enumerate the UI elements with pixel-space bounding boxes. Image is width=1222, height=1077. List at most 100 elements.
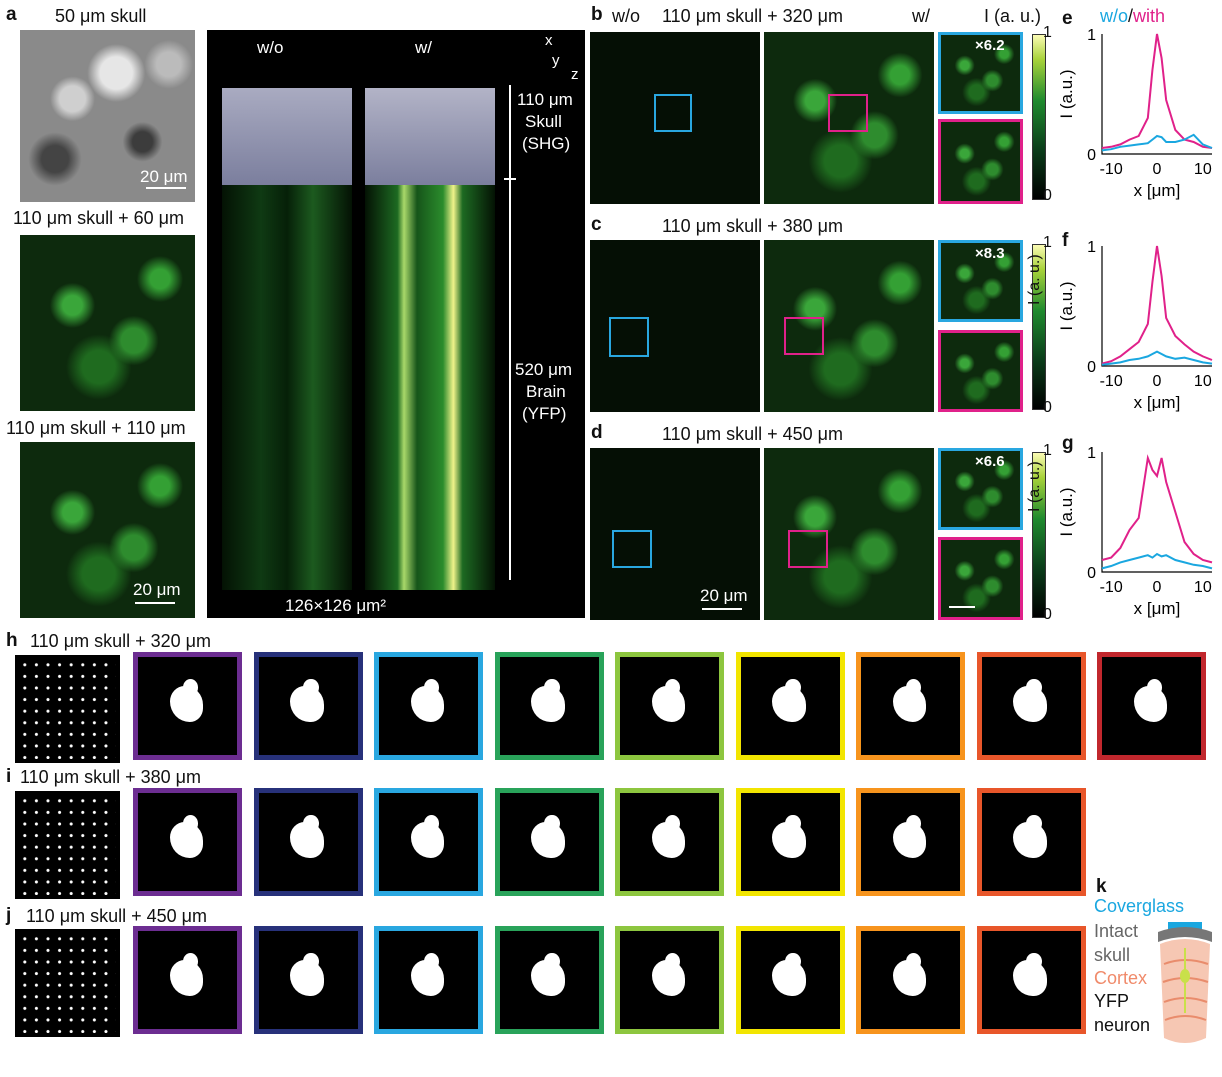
series-line-wo bbox=[1101, 133, 1213, 152]
y-tick-label: 1 bbox=[1087, 27, 1096, 44]
psf-image-j bbox=[615, 926, 724, 1034]
brain-volume-wo bbox=[222, 185, 352, 590]
y-axis-label: I (a.u.) bbox=[1060, 281, 1076, 330]
y-tick-label: 1 bbox=[1087, 445, 1096, 462]
colorbar-d bbox=[1032, 452, 1046, 618]
x-tick-label: 10 bbox=[1194, 579, 1212, 596]
skull-volume-wo bbox=[222, 88, 352, 188]
panel-d-title: 110 μm skull + 450 μm bbox=[662, 424, 843, 444]
roi-box-w bbox=[784, 317, 824, 355]
skull-volume-w bbox=[365, 88, 495, 188]
panel-b-title: 110 μm skull + 320 μm bbox=[662, 6, 843, 26]
volume-w-label: w/ bbox=[415, 38, 432, 57]
x-axis-label: x [μm] bbox=[1134, 599, 1181, 618]
legend-with: with bbox=[1133, 6, 1166, 26]
gain-label: ×6.6 bbox=[975, 453, 1005, 470]
series-line-wo bbox=[1101, 350, 1213, 366]
roi-box-wo bbox=[612, 530, 652, 568]
psf-image-j bbox=[976, 926, 1086, 1034]
guide-star-grid-i bbox=[15, 791, 120, 899]
skull-shape bbox=[1158, 927, 1212, 942]
coverglass-label: Coverglass bbox=[1094, 896, 1185, 916]
psf-image-i bbox=[976, 788, 1086, 896]
intensity-unit-label: I (a. u.) bbox=[984, 6, 1042, 26]
panel-letter-d: d bbox=[591, 422, 603, 443]
panel-j-title: 110 μm skull + 450 μm bbox=[26, 906, 207, 926]
psf-image-j bbox=[374, 926, 483, 1034]
legend-wo: w/o bbox=[1100, 6, 1129, 26]
panel-c-title: 110 μm skull + 380 μm bbox=[662, 216, 843, 236]
cbar-c-label: I (a. u.) bbox=[1026, 254, 1043, 305]
psf-image-h bbox=[374, 652, 483, 760]
panel-i-title: 110 μm skull + 380 μm bbox=[20, 767, 201, 787]
psf-image-j bbox=[494, 926, 604, 1034]
y-tick-label: 0 bbox=[1087, 565, 1096, 582]
skull-depth-label: 110 μm bbox=[517, 90, 573, 109]
y-axis-label: I (a.u.) bbox=[1060, 487, 1076, 536]
panel-a-mid-title: 110 μm skull + 60 μm bbox=[13, 208, 184, 228]
profile-legend: w/o/with bbox=[1100, 6, 1165, 27]
scale-bar-label: 20 μm bbox=[140, 167, 188, 186]
y-axis-label: I (a.u.) bbox=[1060, 69, 1076, 118]
image-c-w bbox=[764, 240, 934, 412]
psf-image-i bbox=[856, 788, 965, 896]
psf-image-h bbox=[253, 652, 363, 760]
panel-letter-b: b bbox=[591, 4, 603, 25]
cortex-label: Cortex bbox=[1094, 968, 1148, 988]
x-axis-label: x [μm] bbox=[1134, 181, 1181, 200]
gain-label: ×6.2 bbox=[975, 37, 1005, 54]
psf-image-h bbox=[856, 652, 965, 760]
panel-letter-k: k bbox=[1096, 876, 1107, 897]
guide-star-grid-h bbox=[15, 655, 120, 763]
series-line-with bbox=[1101, 33, 1213, 149]
panel-a-top-title: 50 μm skull bbox=[55, 6, 147, 26]
panel-a-bot-title: 110 μm skull + 110 μm bbox=[6, 418, 186, 438]
label-wo: w/o bbox=[612, 6, 641, 26]
x-tick-label: 10 bbox=[1194, 373, 1212, 390]
psf-image-h bbox=[1097, 652, 1206, 760]
area-label: 126×126 μm² bbox=[285, 596, 386, 615]
panel-letter-g: g bbox=[1062, 433, 1074, 454]
scale-bar-label: 20 μm bbox=[133, 580, 181, 599]
psf-image-h bbox=[615, 652, 724, 760]
series-line-with bbox=[1101, 454, 1213, 564]
brain-volume-w bbox=[365, 185, 495, 590]
image-b-w bbox=[764, 32, 934, 204]
x-tick-label: 10 bbox=[1194, 161, 1212, 178]
legend-sep: / bbox=[1128, 6, 1134, 26]
brain-label: Brain bbox=[526, 382, 566, 401]
zoom-c-wo: ×8.3 bbox=[938, 240, 1023, 322]
x-tick-label: 0 bbox=[1153, 579, 1162, 596]
psf-image-h bbox=[133, 652, 242, 760]
coverglass-shape bbox=[1168, 922, 1202, 930]
brain-110um-image: 20 μm bbox=[20, 442, 195, 618]
axis bbox=[1101, 452, 1212, 573]
cbar-d-max: 1 bbox=[1043, 442, 1052, 459]
scale-bar bbox=[135, 602, 175, 604]
axis-y-label: y bbox=[552, 52, 560, 69]
roi-box-w bbox=[788, 530, 828, 568]
cbar-d-label: I (a. u.) bbox=[1026, 461, 1043, 512]
cbar-b-min: 0 bbox=[1043, 187, 1052, 204]
cbar-c-max: 1 bbox=[1043, 234, 1052, 251]
psf-image-i bbox=[133, 788, 242, 896]
panel-letter-j: j bbox=[6, 905, 12, 926]
neuron-label-1: YFP bbox=[1094, 991, 1130, 1011]
axis bbox=[1101, 34, 1212, 155]
panel-letter-h: h bbox=[6, 630, 18, 651]
image-d-w bbox=[764, 448, 934, 620]
psf-image-j bbox=[133, 926, 242, 1034]
cbar-c-min: 0 bbox=[1043, 399, 1052, 416]
psf-image-j bbox=[253, 926, 363, 1034]
axis bbox=[1101, 246, 1212, 367]
y-tick-label: 1 bbox=[1087, 239, 1096, 256]
zoom-c-w bbox=[938, 330, 1023, 412]
image-c-wo bbox=[590, 240, 760, 412]
x-tick-label: 0 bbox=[1153, 373, 1162, 390]
scale-bar bbox=[146, 187, 186, 189]
skull-label: Skull bbox=[525, 112, 562, 131]
x-tick-label: -10 bbox=[1100, 373, 1123, 390]
panel-letter-e: e bbox=[1062, 8, 1073, 29]
roi-box-wo bbox=[654, 94, 692, 132]
